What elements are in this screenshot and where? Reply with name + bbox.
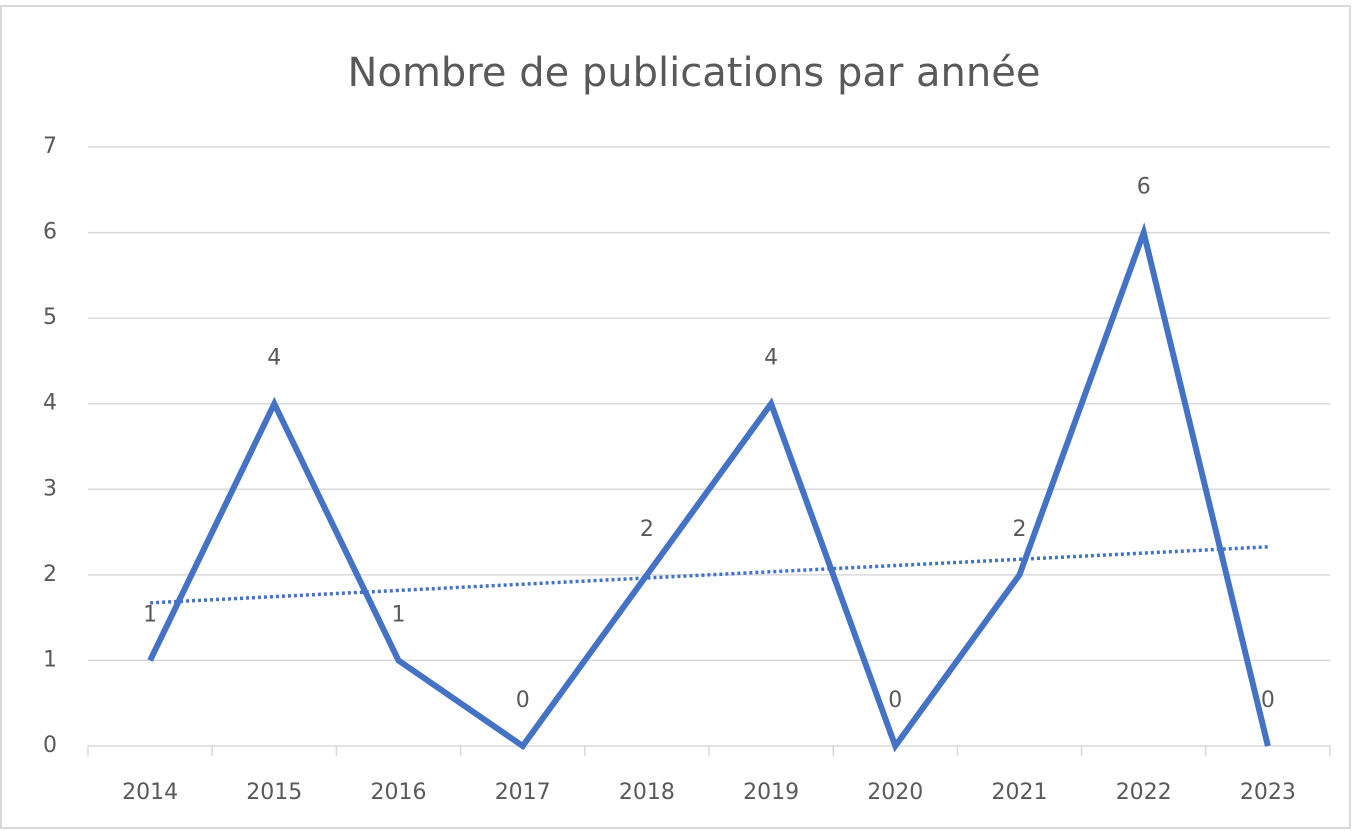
y-tick-label: 3: [43, 476, 57, 501]
data-label: 1: [143, 602, 157, 627]
data-label: 4: [764, 346, 778, 371]
data-label: 1: [392, 602, 406, 627]
y-tick-label: 1: [43, 647, 57, 672]
y-tick-label: 2: [43, 562, 57, 587]
series-line: [147, 222, 1271, 753]
x-tick-label: 2018: [619, 780, 675, 805]
trendline: [150, 545, 1268, 605]
x-tick-label: 2022: [1116, 780, 1172, 805]
x-tick-label: 2023: [1240, 780, 1296, 805]
y-tick-label: 0: [43, 733, 57, 758]
x-tick-label: 2021: [992, 780, 1048, 805]
chart-border: [0, 5, 1351, 829]
data-label: 2: [1013, 517, 1027, 542]
data-label: 0: [516, 688, 530, 713]
chart-title: Nombre de publications par année: [348, 50, 1041, 96]
y-tick-label: 7: [43, 134, 57, 159]
data-label: 0: [888, 688, 902, 713]
x-tick-label: 2019: [743, 780, 799, 805]
x-tick-label: 2020: [867, 780, 923, 805]
data-label: 4: [267, 346, 281, 371]
data-label: 0: [1261, 688, 1275, 713]
y-tick-label: 6: [43, 220, 57, 245]
data-label: 2: [640, 517, 654, 542]
x-tick-label: 2016: [371, 780, 427, 805]
data-label: 6: [1137, 175, 1151, 200]
y-tick-label: 4: [43, 391, 57, 416]
x-tick-label: 2015: [246, 780, 302, 805]
y-tick-label: 5: [43, 305, 57, 330]
x-tick-label: 2017: [495, 780, 551, 805]
x-tick-label: 2014: [122, 780, 178, 805]
